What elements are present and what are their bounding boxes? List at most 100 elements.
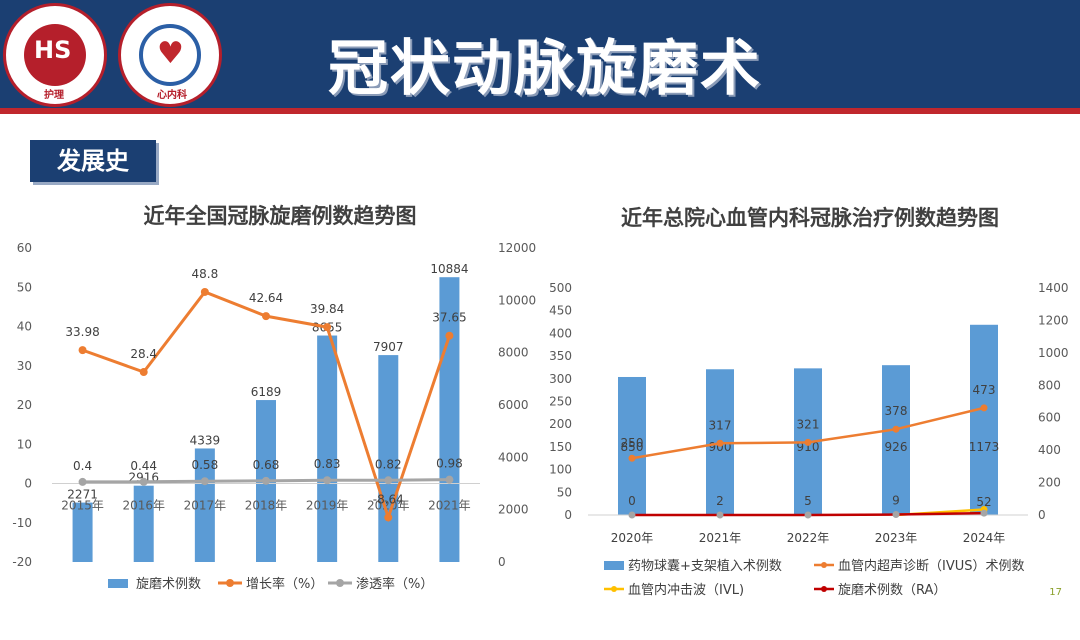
point-penetration-rate (200, 477, 209, 486)
point-penetration-rate (262, 476, 270, 485)
chart2-title: 近年总院心血管内科冠脉治疗例数趋势图 (621, 206, 999, 230)
line-data-label: 5 (804, 494, 812, 508)
line-data-label: -8.64 (373, 492, 404, 506)
line-data-label: 42.64 (249, 291, 283, 305)
line-data-label: 0.58 (191, 458, 218, 472)
bar-data-label: 1173 (969, 440, 1000, 454)
slide-title: 冠状动脉旋磨术 (328, 34, 762, 104)
x-tick-label: 2023年 (875, 531, 918, 545)
point-growth-rate (384, 513, 393, 522)
y-left-tick-label: 200 (549, 417, 572, 431)
line-data-label: 0.98 (436, 457, 463, 471)
bar-balloon-stent-cases (970, 324, 998, 515)
x-tick-label: 2021年 (428, 499, 471, 513)
bar-rotablation-cases (194, 448, 215, 562)
y-right-tick-label: 400 (1038, 443, 1061, 457)
line-data-label: 0.68 (253, 458, 280, 472)
bar-rotablation-cases (378, 355, 399, 562)
bar-balloon-stent-cases (882, 365, 910, 515)
point-ra-cases (804, 511, 812, 519)
point-penetration-rate (78, 477, 87, 486)
y-left-tick-label: 500 (549, 281, 572, 295)
legend-swatch-marker (226, 579, 234, 587)
line-data-label: 0.82 (375, 457, 402, 471)
legend-label: 旋磨术例数 (136, 577, 201, 592)
legend-swatch-marker (821, 562, 827, 568)
heart-icon: ♥ (157, 36, 184, 71)
line-data-label: 473 (973, 383, 996, 397)
legend-label: 增长率（%） (246, 576, 323, 592)
line-data-label: 37.65 (432, 311, 466, 325)
y-left-tick-label: 150 (549, 440, 572, 454)
y-left-tick-label: 20 (17, 398, 32, 412)
department-logo-caption: 心内科 (157, 90, 187, 101)
y-right-tick-label: 0 (1038, 508, 1046, 522)
point-penetration-rate (139, 477, 148, 486)
legend-label: 渗透率（%） (356, 576, 433, 592)
point-growth-rate (200, 287, 209, 296)
line-data-label: 2 (716, 494, 724, 508)
bar-data-label: 2271 (67, 488, 98, 502)
y-right-tick-label: 600 (1038, 411, 1061, 425)
y-left-tick-label: 350 (549, 349, 572, 363)
legend-swatch (604, 561, 624, 570)
bar-data-label: 4339 (190, 433, 221, 447)
x-tick-label: 2016年 (122, 499, 165, 513)
point-growth-rate (78, 346, 87, 355)
hospital-logo: HS 护理 (3, 3, 107, 107)
point-growth-rate (262, 312, 270, 321)
hospital-logo-mark: HS (34, 36, 72, 64)
y-right-tick-label: 8000 (498, 346, 529, 360)
point-penetration-rate (384, 476, 393, 485)
point-ra-cases (980, 509, 988, 517)
section-badge: 发展史 (30, 140, 156, 182)
y-left-tick-label: 250 (549, 395, 572, 409)
point-growth-rate (139, 368, 148, 377)
bar-data-label: 850 (621, 440, 644, 454)
point-ivus-cases (804, 438, 812, 446)
line-data-label: 321 (797, 417, 820, 431)
line-data-label: 378 (885, 404, 908, 418)
x-tick-label: 2017年 (184, 499, 227, 513)
legend-label: 血管内冲击波（IVL) (628, 582, 744, 598)
bar-data-label: 926 (885, 440, 908, 454)
line-data-label: 9 (892, 494, 900, 508)
line-data-label: 39.84 (310, 302, 344, 316)
line-data-label: 0.44 (130, 459, 157, 473)
legend-label: 旋磨术例数（RA） (838, 583, 946, 598)
department-logo: ♥ 心内科 (118, 3, 222, 107)
y-left-tick-label: 60 (17, 241, 32, 255)
bar-rotablation-cases (317, 335, 338, 562)
y-left-tick-label: -10 (12, 516, 32, 530)
bar-data-label: 7907 (373, 340, 404, 354)
y-right-tick-label: 1200 (1038, 313, 1069, 327)
x-tick-label: 2024年 (963, 531, 1006, 545)
line-data-label: 317 (709, 418, 732, 432)
hospital-logo-caption: 护理 (44, 90, 64, 101)
page-number: 17 (1049, 587, 1062, 598)
point-ra-cases (892, 511, 900, 519)
y-right-tick-label: 1400 (1038, 281, 1069, 295)
y-right-tick-label: 6000 (498, 398, 529, 412)
line-data-label: 33.98 (65, 325, 99, 339)
point-ivus-cases (980, 404, 988, 412)
legend-swatch (108, 579, 128, 588)
legend-swatch-marker (821, 586, 827, 592)
point-penetration-rate (323, 476, 332, 485)
x-tick-label: 2021年 (699, 531, 742, 545)
point-ivus-cases (716, 439, 724, 447)
point-penetration-rate (445, 475, 454, 484)
header-accent-line (0, 108, 1080, 114)
y-right-tick-label: 800 (1038, 378, 1061, 392)
y-right-tick-label: 12000 (498, 241, 536, 255)
legend-label: 药物球囊+支架植入术例数 (628, 558, 782, 574)
point-ra-cases (628, 511, 636, 519)
y-left-tick-label: 50 (557, 485, 572, 499)
point-ra-cases (716, 511, 724, 519)
bar-balloon-stent-cases (618, 376, 646, 515)
y-left-tick-label: 450 (549, 304, 572, 318)
y-right-tick-label: 2000 (498, 503, 529, 517)
y-right-tick-label: 200 (1038, 476, 1061, 490)
y-left-tick-label: -20 (12, 555, 32, 569)
y-left-tick-label: 400 (549, 326, 572, 340)
